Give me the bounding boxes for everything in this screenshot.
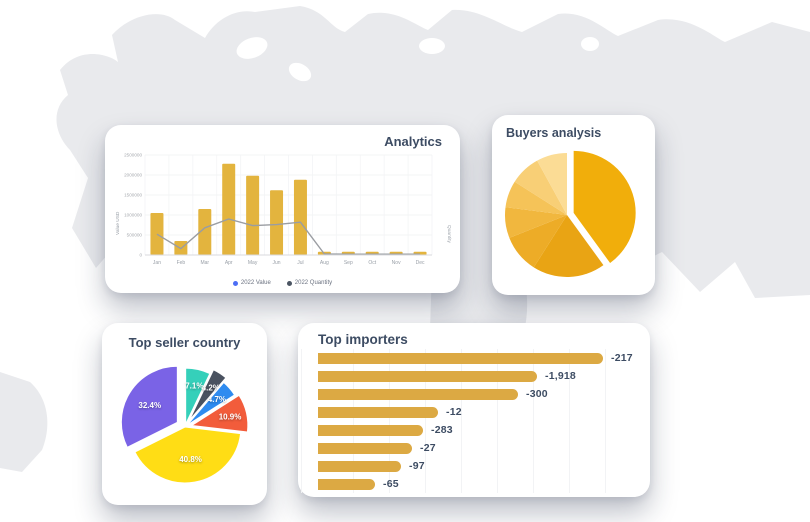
value-bar-jun xyxy=(270,190,284,255)
value-bar-may xyxy=(246,175,260,255)
top-importers-card: Top importers -217 -1,918 -300 -12 -283 -27 -9… xyxy=(298,323,650,497)
importer-bar xyxy=(318,406,438,418)
buyers-card-title: Buyers analysis xyxy=(506,126,602,140)
pie-slice-2 xyxy=(509,215,567,268)
seller-country-pie-chart: 7.1%4.2% 4.7% 10.9% 40.8% 32.4% xyxy=(120,365,249,484)
legend-item: 2022 Quantity xyxy=(286,280,333,286)
importer-bar xyxy=(318,352,603,364)
pie-slice-6 xyxy=(537,153,567,215)
importer-row: -12 xyxy=(298,403,638,421)
importer-row: -283 xyxy=(298,421,638,439)
buyers-analysis-card: Buyers analysis xyxy=(492,115,655,295)
y-axis-title-left: Value USD xyxy=(115,211,121,235)
pie-slice-label: 7.1% xyxy=(185,382,203,391)
pie-slice-label: 40.8% xyxy=(179,455,202,464)
importer-value-label: -27 xyxy=(420,442,436,454)
importer-row: -97 xyxy=(298,457,638,475)
pie-slice-0 xyxy=(573,150,636,263)
sellers-card-title: Top seller country xyxy=(128,335,241,350)
pie-slice-label: 4.7% xyxy=(208,395,226,404)
x-tick-label: Oct xyxy=(368,260,376,266)
importer-bar xyxy=(318,460,401,472)
top-seller-country-card: 7.1% 4.2% 4.7% 10.9% 40.8% 32.4% Top seller c… xyxy=(102,323,267,505)
importer-value-label: -97 xyxy=(409,460,425,472)
x-tick-label: Nov xyxy=(392,260,401,266)
legend-label: 2022 Quantity xyxy=(294,280,333,286)
importers-bar-list: -217 -1,918 -300 -12 -283 -27 -97 -65 xyxy=(298,349,638,493)
analytics-card: Analytics 0 500000 1000000 1500000 2000000 25… xyxy=(105,125,460,293)
pie-slice-3 xyxy=(505,207,567,238)
value-bar-apr xyxy=(222,163,236,255)
pie-slice-4 xyxy=(134,426,242,484)
importer-row: -217 xyxy=(298,349,638,367)
x-tick-label: Jan xyxy=(153,260,161,266)
analytics-bar-line-chart: 0 500000 1000000 1500000 2000000 2500000 Jan Fe… xyxy=(115,153,452,266)
legend-item: 2022 Value xyxy=(232,280,271,286)
y-tick-label: 2500000 xyxy=(124,153,142,158)
x-tick-label: Dec xyxy=(416,260,425,266)
y-tick-label: 1000000 xyxy=(124,213,142,218)
x-tick-label: May xyxy=(248,260,258,266)
importer-value-label: -283 xyxy=(431,424,453,436)
pie-slice-3 xyxy=(190,394,249,433)
pie-slice-label: 10.9% xyxy=(219,413,242,422)
x-tick-label: Jun xyxy=(273,260,281,266)
y-axis-title-right: Quantity xyxy=(446,225,452,243)
pie-slice-5 xyxy=(120,365,178,448)
x-tick-label: Sep xyxy=(344,260,353,266)
importer-value-label: -300 xyxy=(526,388,548,400)
pie-slice-label: 32.4% xyxy=(138,401,161,410)
importer-row: -65 xyxy=(298,475,638,493)
importer-row: -1,918 xyxy=(298,367,638,385)
importer-bar xyxy=(318,442,412,454)
importers-card-title: Top importers xyxy=(318,332,408,347)
x-tick-label: Feb xyxy=(177,260,186,266)
pie-slice-4 xyxy=(505,181,567,215)
value-bar-jan xyxy=(150,213,164,255)
pie-slice-1 xyxy=(188,369,227,421)
x-tick-label: Apr xyxy=(225,260,233,266)
pie-slice-0 xyxy=(185,367,211,425)
importer-value-label: -12 xyxy=(446,406,462,418)
x-tick-label: Aug xyxy=(320,260,329,266)
y-tick-label: 2000000 xyxy=(124,173,142,178)
pie-slice-5 xyxy=(514,160,567,215)
importer-value-label: -65 xyxy=(383,478,399,490)
importer-bar xyxy=(318,388,518,400)
pie-slice-2 xyxy=(186,381,236,426)
legend-label: 2022 Value xyxy=(240,280,271,286)
legend-dot xyxy=(232,280,238,286)
importer-row: -27 xyxy=(298,439,638,457)
y-tick-label: 1500000 xyxy=(124,193,142,198)
importer-bar xyxy=(318,424,423,436)
importer-bar xyxy=(318,478,375,490)
value-bar-mar xyxy=(198,209,212,255)
analytics-card-title: Analytics xyxy=(384,134,442,149)
value-bar-jul xyxy=(293,179,307,255)
x-tick-label: Mar xyxy=(200,260,209,266)
importer-value-label: -1,918 xyxy=(545,370,576,382)
pie-slice-label: 4.2% xyxy=(202,383,220,392)
y-tick-label: 500000 xyxy=(127,233,143,238)
importer-bar xyxy=(318,370,537,382)
importer-value-label: -217 xyxy=(611,352,633,364)
legend-dot xyxy=(286,280,292,286)
quantity-line xyxy=(156,218,421,255)
y-tick-label: 0 xyxy=(139,253,142,258)
analytics-legend: 2022 Value 2022 Quantity xyxy=(105,280,460,286)
pie-slice-1 xyxy=(533,215,604,277)
buyers-pie-chart xyxy=(505,150,636,277)
importer-row: -300 xyxy=(298,385,638,403)
x-tick-label: Jul xyxy=(297,260,303,266)
